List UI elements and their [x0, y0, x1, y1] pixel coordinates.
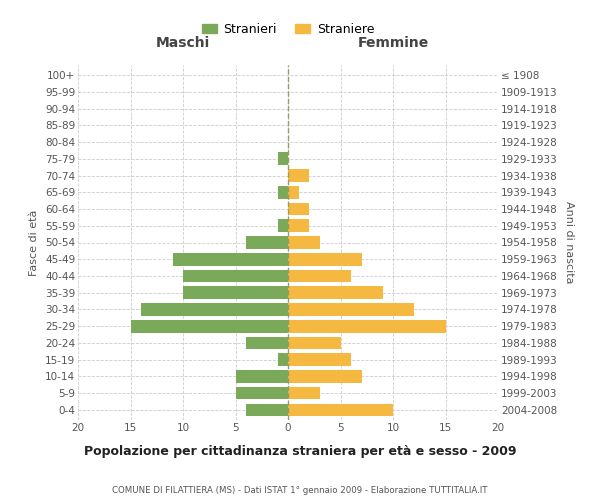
Bar [288, 236, 320, 249]
Y-axis label: Anni di nascita: Anni di nascita [564, 201, 574, 284]
Bar [288, 270, 351, 282]
Text: COMUNE DI FILATTIERA (MS) - Dati ISTAT 1° gennaio 2009 - Elaborazione TUTTITALIA: COMUNE DI FILATTIERA (MS) - Dati ISTAT 1… [112, 486, 488, 495]
Text: Popolazione per cittadinanza straniera per età e sesso - 2009: Popolazione per cittadinanza straniera p… [84, 444, 516, 458]
Y-axis label: Fasce di età: Fasce di età [29, 210, 40, 276]
Bar [246, 236, 288, 249]
Text: Maschi: Maschi [156, 36, 210, 50]
Bar [173, 253, 288, 266]
Bar [288, 404, 393, 416]
Bar [288, 253, 361, 266]
Bar [131, 320, 288, 332]
Bar [235, 387, 288, 400]
Bar [288, 387, 320, 400]
Bar [277, 152, 288, 165]
Bar [288, 220, 309, 232]
Bar [277, 354, 288, 366]
Bar [141, 303, 288, 316]
Bar [235, 370, 288, 382]
Legend: Stranieri, Straniere: Stranieri, Straniere [197, 18, 379, 41]
Text: Femmine: Femmine [358, 36, 428, 50]
Bar [183, 270, 288, 282]
Bar [288, 320, 445, 332]
Bar [246, 336, 288, 349]
Bar [183, 286, 288, 299]
Bar [288, 336, 341, 349]
Bar [288, 370, 361, 382]
Bar [288, 186, 299, 198]
Bar [288, 169, 309, 182]
Bar [288, 286, 383, 299]
Bar [288, 202, 309, 215]
Bar [277, 186, 288, 198]
Bar [288, 354, 351, 366]
Bar [277, 220, 288, 232]
Bar [288, 303, 414, 316]
Bar [246, 404, 288, 416]
